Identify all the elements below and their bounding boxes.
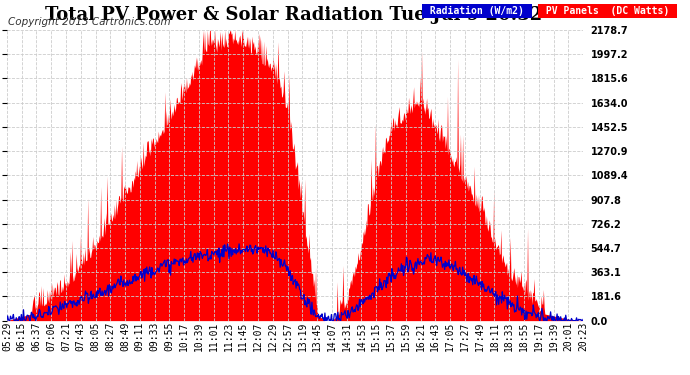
- Text: Copyright 2013 Cartronics.com: Copyright 2013 Cartronics.com: [8, 17, 171, 27]
- Text: Total PV Power & Solar Radiation Tue Jul 9 20:32: Total PV Power & Solar Radiation Tue Jul…: [45, 6, 542, 24]
- Text: PV Panels  (DC Watts): PV Panels (DC Watts): [540, 6, 676, 16]
- Text: Radiation (W/m2): Radiation (W/m2): [424, 6, 530, 16]
